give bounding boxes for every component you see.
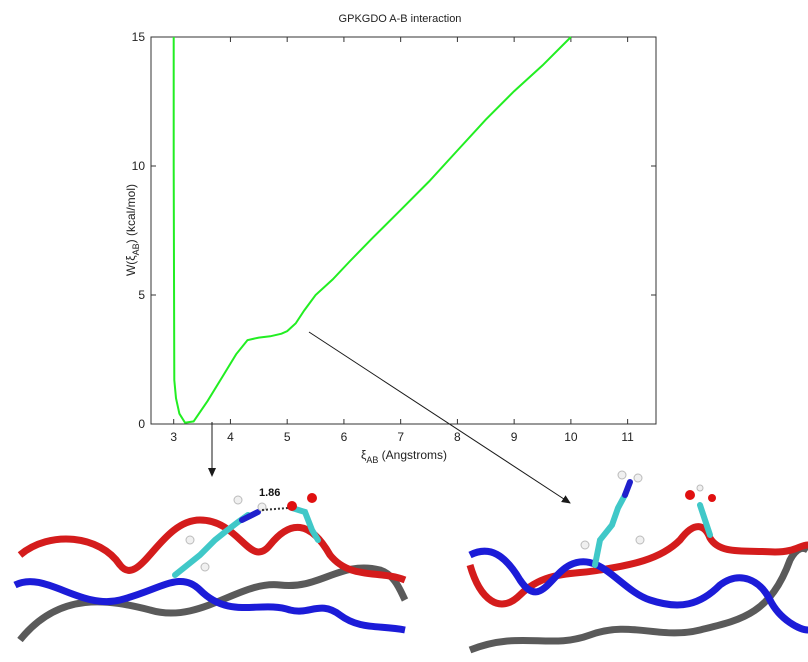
lysine-hydrogen	[580, 540, 590, 550]
x-axis-label-sub: AB	[366, 455, 378, 465]
oxygen-atom	[685, 490, 695, 500]
left-snapshot: 1.86	[13, 487, 409, 643]
y-axis-label: W(ξAB) (kcal/mol)	[124, 184, 141, 276]
gray-chain-right	[468, 544, 808, 654]
oxygen-atom	[287, 501, 297, 511]
oxygen-atom	[307, 493, 317, 503]
y-axis-label-rest: ) (kcal/mol)	[124, 184, 138, 243]
x-tick-label: 8	[454, 430, 461, 444]
blue-chain-left	[13, 577, 406, 634]
y-tick-label: 10	[132, 159, 146, 173]
lysine-amine	[622, 479, 633, 498]
x-tick-label: 10	[564, 430, 578, 444]
lysine-hydrogen	[200, 562, 210, 572]
x-axis-label-main: ξ	[361, 448, 367, 462]
plot-frame	[150, 36, 657, 425]
carboxylate-group	[697, 502, 713, 538]
x-tick-label: 7	[397, 430, 404, 444]
x-tick-label: 9	[511, 430, 518, 444]
y-tick-label: 15	[132, 30, 146, 44]
lysine-hydrogen	[633, 473, 643, 483]
carboxylate-group	[289, 505, 321, 543]
y-axis-label-main: W(ξ	[124, 255, 138, 276]
oxygen-atom	[708, 494, 716, 502]
red-chain-left	[17, 516, 407, 584]
lysine-hydrogen	[635, 535, 645, 545]
hydrogen-bond	[261, 507, 289, 511]
red-chain-right	[466, 523, 808, 608]
hbond-distance-label: 1.86	[259, 487, 280, 499]
x-tick-label: 6	[341, 430, 348, 444]
y-tick-label: 5	[138, 288, 145, 302]
gray-chain-left	[17, 564, 409, 643]
right-snapshot	[466, 470, 808, 654]
hydrogen-atom	[696, 484, 704, 492]
x-tick-label: 3	[170, 430, 177, 444]
x-tick-label: 5	[284, 430, 291, 444]
x-tick-label: 11	[621, 430, 634, 444]
x-axis-label: ξAB (Angstroms)	[361, 448, 447, 465]
lysine-amine	[239, 509, 261, 523]
series-line	[172, 36, 572, 424]
lysine-hydrogen	[185, 535, 195, 545]
lysine-hydrogen	[257, 502, 267, 512]
y-axis-label-sub: AB	[131, 243, 141, 255]
y-tick-label: 0	[138, 417, 145, 431]
lysine-hydrogen	[233, 495, 243, 505]
blue-chain-right	[468, 547, 808, 634]
x-axis-label-rest: (Angstroms)	[378, 448, 447, 462]
arrow-to-right-snapshot	[308, 331, 571, 504]
chart-title: GPKGDO A-B interaction	[339, 13, 462, 25]
x-tick-label: 4	[227, 430, 234, 444]
lysine-side-chain	[592, 492, 628, 568]
lysine-hydrogen	[617, 470, 627, 480]
axis-ticks: 3 4 5 6 7 8 9 10 11 0 5 10 15	[132, 30, 656, 444]
